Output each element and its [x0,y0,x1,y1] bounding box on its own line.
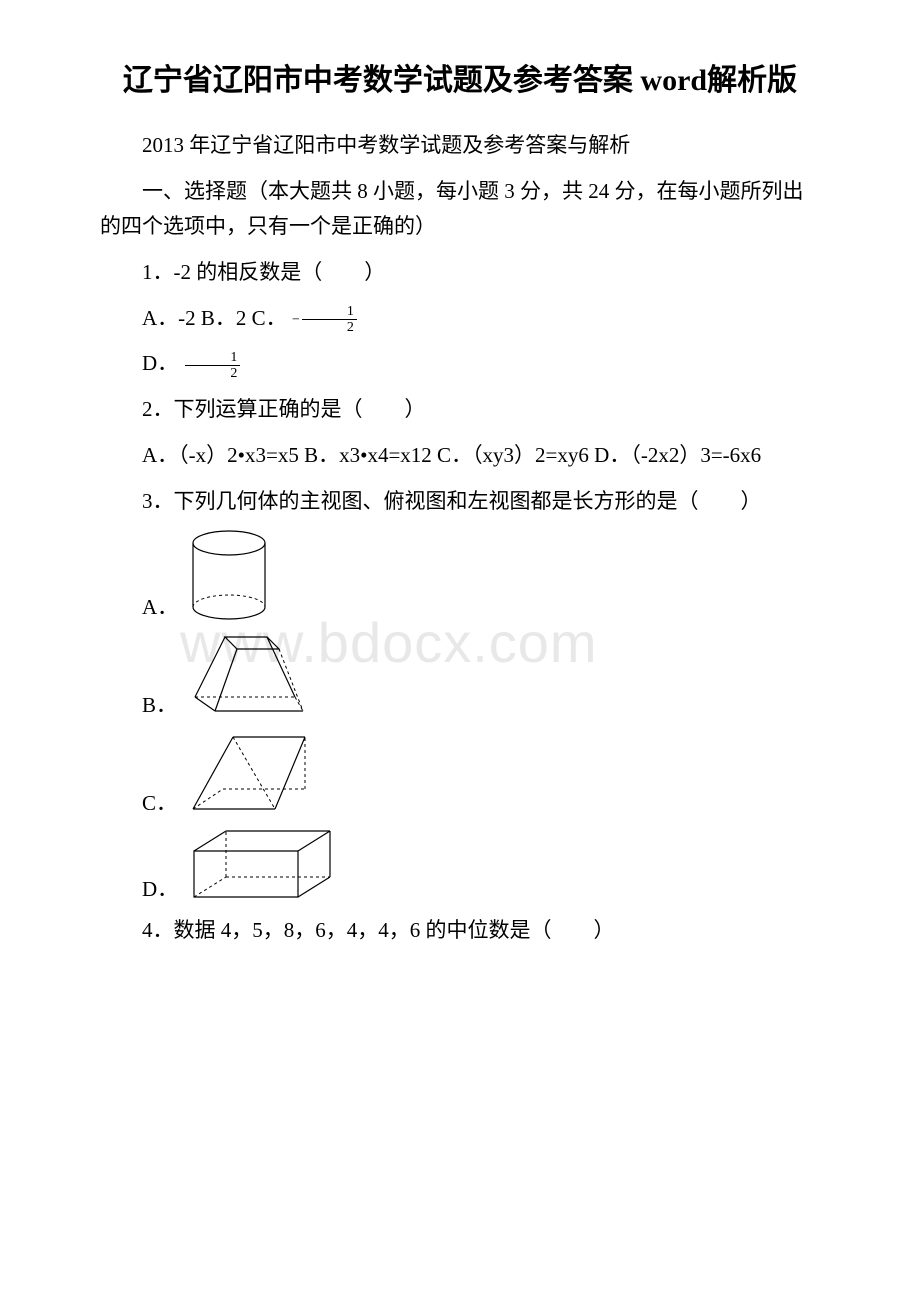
q1-option-d: D． 12 [100,346,820,382]
triangular-prism-icon [187,727,312,817]
section-header: 一、选择题（本大题共 8 小题，每小题 3 分，共 24 分，在每小题所列出的四… [100,174,820,245]
frustum-icon [187,629,307,719]
page-content: 辽宁省辽阳市中考数学试题及参考答案 word解析版 2013 年辽宁省辽阳市中考… [100,60,820,949]
q1-frac-c-den: 2 [302,320,357,335]
q3-optD-label: D． [142,873,178,903]
q1-neg-sign: − [292,312,300,327]
page-title: 辽宁省辽阳市中考数学试题及参考答案 word解析版 [100,60,820,102]
subtitle: 2013 年辽宁省辽阳市中考数学试题及参考答案与解析 [100,128,820,164]
q2-stem: 2．下列运算正确的是（ ） [100,392,820,428]
q3-stem: 3．下列几何体的主视图、俯视图和左视图都是长方形的是（ ） [100,484,820,520]
q1-stem: 1．-2 的相反数是（ ） [100,255,820,291]
q3-option-a: A． [100,529,820,621]
q3-option-b: B． [100,629,820,719]
cylinder-icon [188,529,270,621]
q1-opt-abc-text: A．-2 B．2 C． [142,306,287,330]
cuboid-icon [188,825,338,903]
q2-options: A．（-x）2•x3=x5 B．x3•x4=x12 C．（xy3）2=xy6 D… [100,438,820,474]
q3-option-c: C． [100,727,820,817]
q4-stem: 4．数据 4，5，8，6，4，4，6 的中位数是（ ） [100,913,820,949]
q1-optD-label: D． [142,351,178,375]
q1-frac-d-den: 2 [185,366,240,381]
q1-frac-d-num: 1 [185,350,240,366]
q1-options-abc: A．-2 B．2 C． −12 [100,301,820,337]
q3-optB-label: B． [142,689,177,719]
q1-frac-d: 12 [185,350,240,382]
q1-frac-c-num: 1 [302,304,357,320]
q1-frac-c: 12 [302,304,357,336]
q3-optC-label: C． [142,787,177,817]
q3-optA-label: A． [142,591,178,621]
q3-option-d: D． [100,825,820,903]
